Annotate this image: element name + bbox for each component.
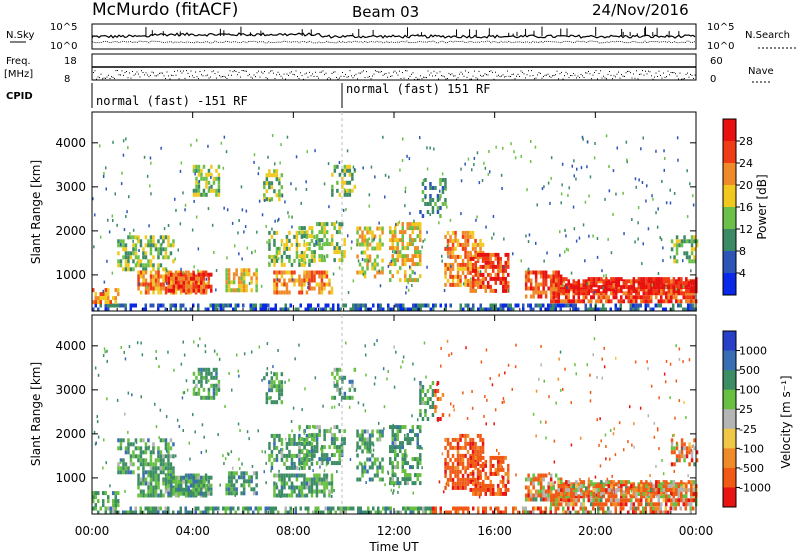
colorbar-segment [723, 389, 736, 410]
colorbar-segment [723, 185, 736, 208]
colorbar-segment [723, 229, 736, 252]
colorbar-tick-label: -1000 [739, 481, 771, 494]
colorbar-segment [723, 251, 736, 274]
x-tick-label: 20:00 [578, 524, 613, 538]
freq-tick-top: 18 [64, 56, 77, 67]
date-title: 24/Nov/2016 [592, 1, 689, 19]
velocity-panel: 1000 2000 3000 4000 Slant Range [km] [29, 314, 699, 515]
colorbar-segment [723, 350, 736, 371]
noise-tick-top-left: 10^5 [50, 22, 77, 33]
noise-tick-bottom-left: 10^0 [50, 41, 77, 52]
colorbar-segment [723, 119, 736, 142]
freq-label-2: [MHz] [4, 69, 33, 80]
nave-tick-top: 60 [710, 56, 723, 67]
freq-label-1: Freq. [6, 56, 31, 67]
colorbar-segment [723, 163, 736, 186]
x-tick-label: 00:00 [679, 524, 714, 538]
cpid-strip: CPID normal (fast) -151 RF normal (fast)… [6, 82, 491, 108]
colorbar-segment [723, 273, 736, 296]
noise-strip: N.Sky 10^5 10^0 10^5 10^0 N.Search [6, 22, 796, 52]
colorbar-segment [723, 409, 736, 430]
cpid-left-label: normal (fast) -151 RF [96, 94, 248, 108]
y-tick-label: 3000 [55, 383, 86, 397]
y-tick-label: 2000 [55, 427, 86, 441]
colorbar-tick-label: 25 [739, 403, 753, 416]
noise-tick-top-right: 10^5 [707, 22, 734, 33]
nsky-label: N.Sky [6, 30, 34, 41]
x-tick-label: 00:00 [75, 524, 110, 538]
y-tick-label: 1000 [55, 471, 86, 485]
colorbar-segment [723, 331, 736, 352]
colorbar-segment [723, 428, 736, 449]
colorbar-tick-label: -500 [739, 462, 764, 475]
station-title: McMurdo (fitACF) [92, 0, 238, 20]
colorbar-tick-label: 8 [739, 245, 746, 258]
velocity-yticks: 1000 2000 3000 4000 [55, 339, 696, 485]
power-panel: 1000 2000 3000 4000 Slant Range [km] [29, 111, 699, 312]
colorbar-tick-label: -100 [739, 442, 764, 455]
y-tick-label: 2000 [55, 224, 86, 238]
colorbar-segment [723, 370, 736, 391]
colorbar-tick-label: -25 [739, 423, 757, 436]
colorbar-segment [723, 487, 736, 508]
colorbar-tick-label: 24 [739, 157, 753, 170]
y-tick-label: 3000 [55, 180, 86, 194]
colorbar-tick-label: 16 [739, 201, 753, 214]
freq-tick-bottom: 8 [64, 74, 70, 85]
colorbar-tick-label: 20 [739, 179, 753, 192]
nsearch-label: N.Search [745, 30, 790, 41]
nave-label: Nave [748, 66, 774, 77]
velocity-colorbar: 1000 500 100 25 -25 -100 -500 -1000 Velocity [m… [722, 330, 793, 508]
x-tick-label: 08:00 [276, 524, 311, 538]
colorbar-segment [723, 448, 736, 469]
power-yticks: 1000 2000 3000 4000 [55, 136, 696, 282]
colorbar-segment [723, 141, 736, 164]
freq-traces [92, 66, 696, 80]
colorbar-tick-label: 100 [739, 384, 760, 397]
cpid-right-label: normal (fast) 151 RF [346, 82, 491, 96]
power-colorbar: 4 8 12 16 20 24 28 Power [dB] [722, 118, 769, 296]
colorbar-tick-label: 500 [739, 364, 760, 377]
x-tick-label: 04:00 [175, 524, 210, 538]
power-cells [92, 134, 699, 312]
colorbar-tick-label: 12 [739, 223, 753, 236]
colorbar-tick-label: 1000 [739, 345, 767, 358]
x-tick-label: 12:00 [377, 524, 412, 538]
cpid-label: CPID [6, 91, 33, 102]
y-tick-label: 1000 [55, 268, 86, 282]
noise-traces [91, 26, 696, 44]
colorbar-segment [723, 467, 736, 488]
colorbar-tick-label: 28 [739, 135, 753, 148]
x-axis: 00:00 04:00 08:00 12:00 16:00 20:00 00:00 [75, 112, 714, 538]
x-axis-label: Time UT [368, 540, 419, 554]
freq-nave-strip: Freq. [MHz] 18 8 60 0 Nave [4, 53, 774, 85]
beam-title: Beam 03 [352, 3, 419, 21]
y-tick-label: 4000 [55, 136, 86, 150]
colorbar-tick-label: 4 [739, 267, 746, 280]
velocity-colorbar-label: Velocity [m s⁻¹] [779, 375, 793, 468]
power-colorbar-label: Power [dB] [755, 174, 769, 239]
velocity-cells [92, 337, 699, 515]
colorbar-segment [723, 207, 736, 230]
nave-tick-bottom: 0 [710, 74, 716, 85]
x-tick-label: 16:00 [477, 524, 512, 538]
y-tick-label: 4000 [55, 339, 86, 353]
velocity-ylabel: Slant Range [km] [29, 362, 43, 466]
noise-tick-bottom-right: 10^0 [707, 41, 734, 52]
power-ylabel: Slant Range [km] [29, 160, 43, 264]
